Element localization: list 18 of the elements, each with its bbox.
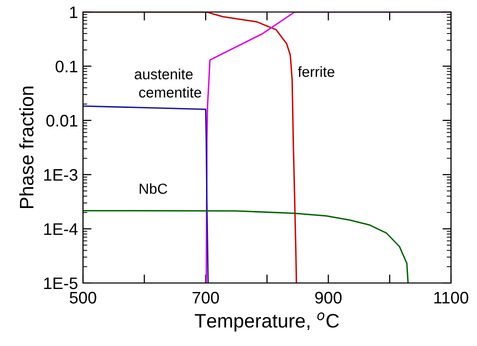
x-tick-label: 500 — [70, 292, 96, 304]
x-axis-title: Temperature, $^{o}$C — [194, 312, 339, 332]
y-axis-title: Phase fraction — [19, 86, 34, 208]
y-tick-label: 0.01 — [46, 114, 78, 127]
y-tick-label: 1 — [70, 6, 78, 18]
y-tick-label: 1E-5 — [44, 278, 78, 290]
line-series — [83, 105, 209, 283]
series-label: ferrite — [298, 66, 334, 77]
x-tick-label: 900 — [315, 292, 342, 304]
y-tick-label: 0.1 — [56, 60, 78, 72]
x-tick-label: 1100 — [434, 292, 468, 304]
series-label: cementite — [139, 86, 202, 98]
y-tick-label: 1E-4 — [44, 223, 78, 235]
y-tick-label: 1E-3 — [44, 169, 78, 181]
x-tick-label: 700 — [192, 292, 219, 304]
series-label: austenite — [134, 68, 193, 80]
series-label: NbC — [140, 183, 168, 194]
line-series — [83, 210, 409, 283]
